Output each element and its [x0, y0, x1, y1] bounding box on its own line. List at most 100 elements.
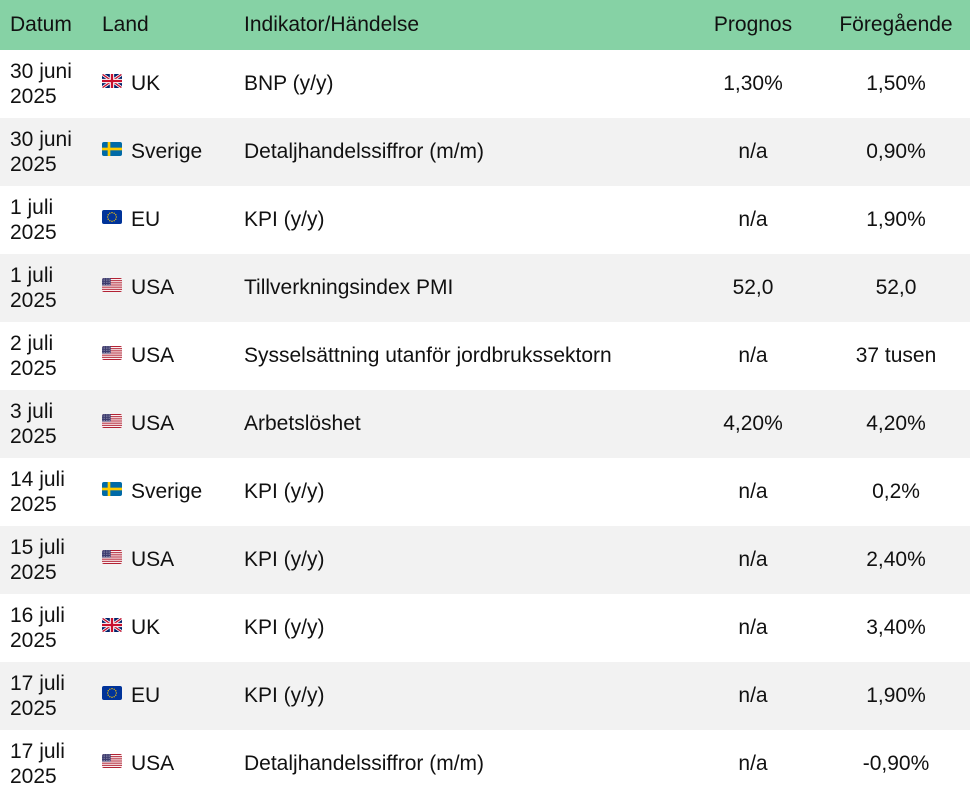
table-row: 2 juli 2025 USA Sysselsättning utanför jord… [0, 322, 970, 390]
date-cell: 30 juni 2025 [0, 50, 92, 118]
table-row: 1 juli 2025 EU KPI (y/y) n/a 1,90% [0, 186, 970, 254]
table-row: 17 juli 2025 USA Detaljhandelssiffror (m/m)… [0, 730, 970, 798]
date-day: 1 juli [10, 195, 54, 219]
header-row: Datum Land Indikator/Händelse Prognos Fö… [0, 0, 970, 50]
date-day: 14 juli [10, 467, 65, 491]
usa-flag-icon [102, 550, 122, 565]
date-day: 17 juli [10, 739, 65, 763]
indicator-cell: Detaljhandelssiffror (m/m) [244, 140, 485, 164]
country-cell: EU [92, 186, 234, 254]
usa-flag-icon [102, 414, 122, 429]
usa-flag-icon [102, 754, 122, 769]
forecast-cell: n/a [738, 140, 768, 164]
indicator-cell: KPI (y/y) [244, 480, 325, 504]
date-day: 3 juli [10, 399, 54, 423]
date-cell: 17 juli 2025 [0, 730, 92, 798]
country-cell: EU [92, 662, 234, 730]
header-date: Datum [10, 13, 72, 36]
forecast-cell: 1,30% [723, 72, 783, 96]
country-cell: Sverige [92, 458, 234, 526]
date-year: 2025 [10, 697, 57, 720]
country-cell: USA [92, 322, 234, 390]
previous-cell: 1,90% [866, 684, 926, 708]
table-row: 30 juni 2025 UK BNP (y/y) 1,30% 1,50% [0, 50, 970, 118]
country-cell: UK [92, 594, 234, 662]
previous-cell: 1,50% [866, 72, 926, 96]
eu-flag-icon [102, 686, 122, 701]
date-cell: 1 juli 2025 [0, 186, 92, 254]
country-name: UK [131, 72, 161, 96]
date-cell: 16 juli 2025 [0, 594, 92, 662]
country-name: USA [131, 344, 175, 368]
forecast-cell: n/a [738, 344, 768, 368]
table-row: 16 juli 2025 UK KPI (y/y) n/a 3,40% [0, 594, 970, 662]
date-day: 15 juli [10, 535, 65, 559]
previous-cell: 0,90% [866, 140, 926, 164]
table-row: 1 juli 2025 USA Tillverkningsindex PMI 52,0 5… [0, 254, 970, 322]
indicator-cell: Sysselsättning utanför jordbrukssektorn [244, 344, 612, 368]
country-name: USA [131, 548, 175, 572]
date-year: 2025 [10, 629, 57, 652]
date-cell: 14 juli 2025 [0, 458, 92, 526]
table-row: 14 juli 2025 Sverige KPI (y/y) n/a 0,2% [0, 458, 970, 526]
date-year: 2025 [10, 85, 57, 108]
date-cell: 30 juni 2025 [0, 118, 92, 186]
previous-cell: 2,40% [866, 548, 926, 572]
date-cell: 3 juli 2025 [0, 390, 92, 458]
date-year: 2025 [10, 357, 57, 380]
previous-cell: 0,2% [872, 480, 920, 504]
date-day: 30 juni [10, 59, 72, 83]
table-row: 17 juli 2025 EU KPI (y/y) n/a 1,90% [0, 662, 970, 730]
header-previous: Föregående [839, 13, 953, 36]
country-cell: Sverige [92, 118, 234, 186]
forecast-cell: n/a [738, 208, 768, 232]
forecast-cell: n/a [738, 752, 768, 776]
date-year: 2025 [10, 425, 57, 448]
forecast-cell: 4,20% [723, 412, 783, 436]
country-cell: USA [92, 526, 234, 594]
header-indicator: Indikator/Händelse [244, 13, 420, 36]
date-year: 2025 [10, 493, 57, 516]
country-name: USA [131, 276, 175, 300]
indicator-cell: KPI (y/y) [244, 208, 325, 232]
header-forecast: Prognos [713, 13, 793, 36]
previous-cell: 3,40% [866, 616, 926, 640]
date-year: 2025 [10, 153, 57, 176]
date-year: 2025 [10, 765, 57, 788]
country-name: USA [131, 412, 175, 436]
sweden-flag-icon [102, 142, 122, 157]
previous-cell: 52,0 [875, 276, 917, 300]
date-day: 1 juli [10, 263, 54, 287]
country-name: Sverige [131, 140, 203, 164]
country-name: USA [131, 752, 175, 776]
indicator-cell: KPI (y/y) [244, 616, 325, 640]
indicator-cell: BNP (y/y) [244, 72, 334, 96]
indicator-cell: Arbetslöshet [244, 412, 361, 436]
uk-flag-icon [102, 74, 122, 89]
previous-cell: 4,20% [866, 412, 926, 436]
date-cell: 2 juli 2025 [0, 322, 92, 390]
date-year: 2025 [10, 289, 57, 312]
forecast-cell: n/a [738, 684, 768, 708]
indicator-cell: KPI (y/y) [244, 684, 325, 708]
forecast-cell: 52,0 [732, 276, 774, 300]
country-cell: USA [92, 254, 234, 322]
country-name: Sverige [131, 480, 203, 504]
forecast-cell: n/a [738, 616, 768, 640]
indicator-cell: KPI (y/y) [244, 548, 325, 572]
country-name: EU [131, 208, 161, 232]
date-day: 30 juni [10, 127, 72, 151]
previous-cell: -0,90% [862, 752, 930, 776]
sweden-flag-icon [102, 482, 122, 497]
date-cell: 1 juli 2025 [0, 254, 92, 322]
table-row: 15 juli 2025 USA KPI (y/y) n/a 2,40% [0, 526, 970, 594]
date-year: 2025 [10, 561, 57, 584]
header-country: Land [102, 13, 149, 36]
country-name: UK [131, 616, 161, 640]
table-row: 3 juli 2025 USA Arbetslöshet 4,20% 4,20% [0, 390, 970, 458]
usa-flag-icon [102, 278, 122, 293]
country-cell: UK [92, 50, 234, 118]
date-day: 17 juli [10, 671, 65, 695]
date-year: 2025 [10, 221, 57, 244]
